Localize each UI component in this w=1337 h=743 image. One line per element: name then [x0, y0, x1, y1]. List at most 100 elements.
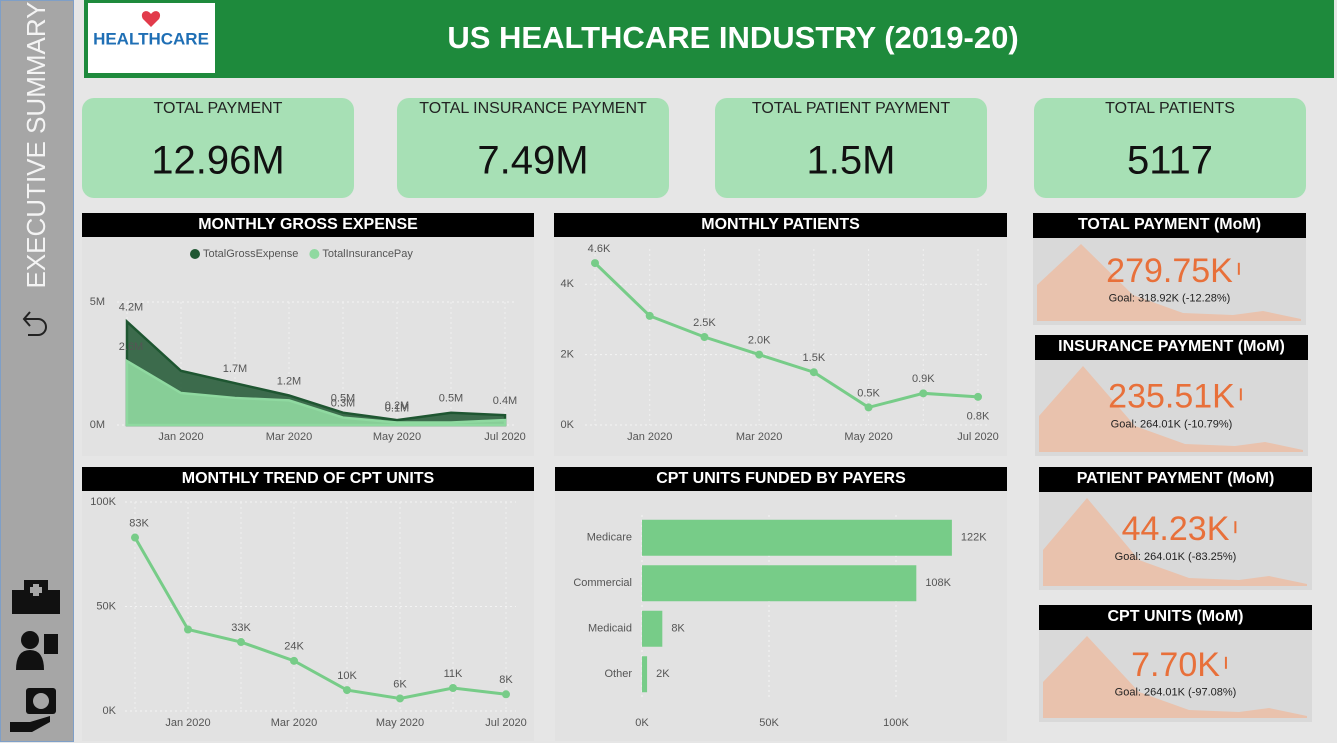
data-label: 10K: [337, 670, 357, 682]
data-label: 122K: [961, 532, 987, 544]
kpi-title-bar: [1035, 335, 1308, 360]
data-label: 8K: [499, 674, 513, 686]
sidebar: [0, 0, 74, 742]
marker: [396, 694, 404, 703]
care-icon[interactable]: [10, 688, 56, 732]
x-tick-label: Mar 2020: [736, 431, 782, 443]
hospital-icon[interactable]: [12, 580, 60, 614]
data-label: 2.6M: [119, 341, 143, 353]
kpi-title: INSURANCE PAYMENT (MoM): [1058, 338, 1285, 355]
data-label: 8K: [671, 623, 685, 635]
marker: [645, 311, 654, 320]
summary-value: 7.49M: [477, 139, 588, 183]
doctor-icon[interactable]: [16, 631, 58, 670]
line: [133, 536, 507, 700]
kpi-goal: Goal: 264.01K (-83.25%): [1115, 551, 1237, 563]
logo-heart: [141, 11, 161, 27]
data-label: 0.1M: [385, 402, 409, 414]
marker: [591, 259, 599, 268]
kpi-title: TOTAL PAYMENT (MoM): [1078, 216, 1261, 233]
bar: [642, 610, 663, 647]
summary-value: 1.5M: [807, 139, 896, 183]
chart-panel: [82, 491, 534, 741]
x-tick-label: Jan 2020: [627, 431, 672, 443]
y-tick-label: 0M: [90, 419, 105, 431]
data-label: 2K: [656, 668, 670, 680]
data-label: 0.5M: [331, 393, 355, 405]
y-tick-label: 2K: [561, 349, 575, 361]
legend-marker: [309, 249, 320, 259]
y-tick-label: Medicare: [587, 532, 632, 544]
chart-title: MONTHLY PATIENTS: [701, 216, 860, 233]
page-title: US HEALTHCARE INDUSTRY (2019-20): [447, 20, 1018, 55]
data-label: 108K: [925, 577, 951, 589]
trend-shape: [1043, 498, 1307, 586]
chart-title-bar: [82, 213, 534, 237]
data-label: 11K: [444, 668, 463, 680]
kpi-title: PATIENT PAYMENT (MoM): [1077, 470, 1275, 487]
bar: [642, 656, 648, 693]
trend-shape: [1037, 244, 1301, 321]
marker: [449, 684, 457, 693]
y-tick-label: 4K: [561, 278, 575, 290]
bar: [642, 519, 952, 556]
marker: [974, 392, 982, 401]
marker: [343, 686, 351, 695]
data-label: 4.2M: [119, 302, 143, 314]
marker: [755, 350, 764, 359]
marker: [919, 389, 928, 398]
x-tick-label: Jan 2020: [158, 431, 203, 443]
kpi-value: 279.75K: [1106, 252, 1233, 290]
data-label: 0.5M: [439, 393, 463, 405]
marker: [809, 368, 818, 377]
chart-title: CPT UNITS FUNDED BY PAYERS: [656, 470, 906, 487]
legend-marker: [190, 249, 200, 259]
kpi-title: CPT UNITS (MoM): [1108, 608, 1244, 625]
chart-title: MONTHLY GROSS EXPENSE: [198, 216, 418, 233]
summary-card: [715, 98, 987, 198]
summary-card: [397, 98, 669, 198]
y-tick-label: Medicaid: [588, 623, 632, 635]
marker: [184, 625, 192, 634]
marker: [700, 333, 709, 341]
summary-value: 5117: [1127, 139, 1213, 183]
y-tick-label: Other: [604, 668, 632, 680]
x-tick-label: 100K: [883, 717, 909, 729]
marker: [290, 656, 298, 665]
data-label: 0.4M: [493, 395, 517, 407]
x-tick-label: Jan 2020: [165, 717, 210, 729]
x-tick-label: May 2020: [373, 431, 421, 443]
chart-title: MONTHLY TREND OF CPT UNITS: [182, 470, 435, 487]
y-tick-label: 5M: [90, 296, 105, 308]
area: [125, 358, 507, 427]
data-label: 2.0K: [748, 335, 771, 347]
marker: [502, 690, 510, 699]
kpi-goal: Goal: 318.92K (-12.28%): [1109, 293, 1231, 305]
x-tick-label: Jul 2020: [484, 431, 526, 443]
logo-text: HEALTHCARE: [93, 29, 209, 48]
x-tick-label: Mar 2020: [266, 431, 312, 443]
line: [593, 262, 979, 410]
y-tick-label: 0K: [561, 419, 575, 431]
data-label: 0.9K: [912, 373, 935, 385]
x-tick-label: Mar 2020: [271, 717, 317, 729]
data-label: 4.6K: [588, 243, 611, 255]
sidebar-label: EXECUTIVE SUMMARY: [21, 1, 51, 288]
chart-title-bar: [82, 467, 534, 491]
kpi-title-bar: [1039, 605, 1312, 630]
data-label: 1.2M: [277, 375, 301, 387]
marker: [237, 638, 245, 647]
data-label: 24K: [284, 641, 304, 653]
summary-label: TOTAL PATIENT PAYMENT: [752, 100, 950, 117]
marker: [864, 403, 873, 412]
back-icon[interactable]: [22, 311, 47, 336]
kpi-title-bar: [1033, 213, 1306, 238]
chart-title-bar: [555, 467, 1007, 491]
kpi-value: 44.23K: [1122, 510, 1230, 548]
summary-label: TOTAL PATIENTS: [1105, 100, 1235, 117]
summary-value: 12.96M: [151, 139, 284, 183]
kpi-value: 7.70K: [1131, 646, 1220, 684]
summary-card: [1034, 98, 1306, 198]
summary-card: [82, 98, 354, 198]
